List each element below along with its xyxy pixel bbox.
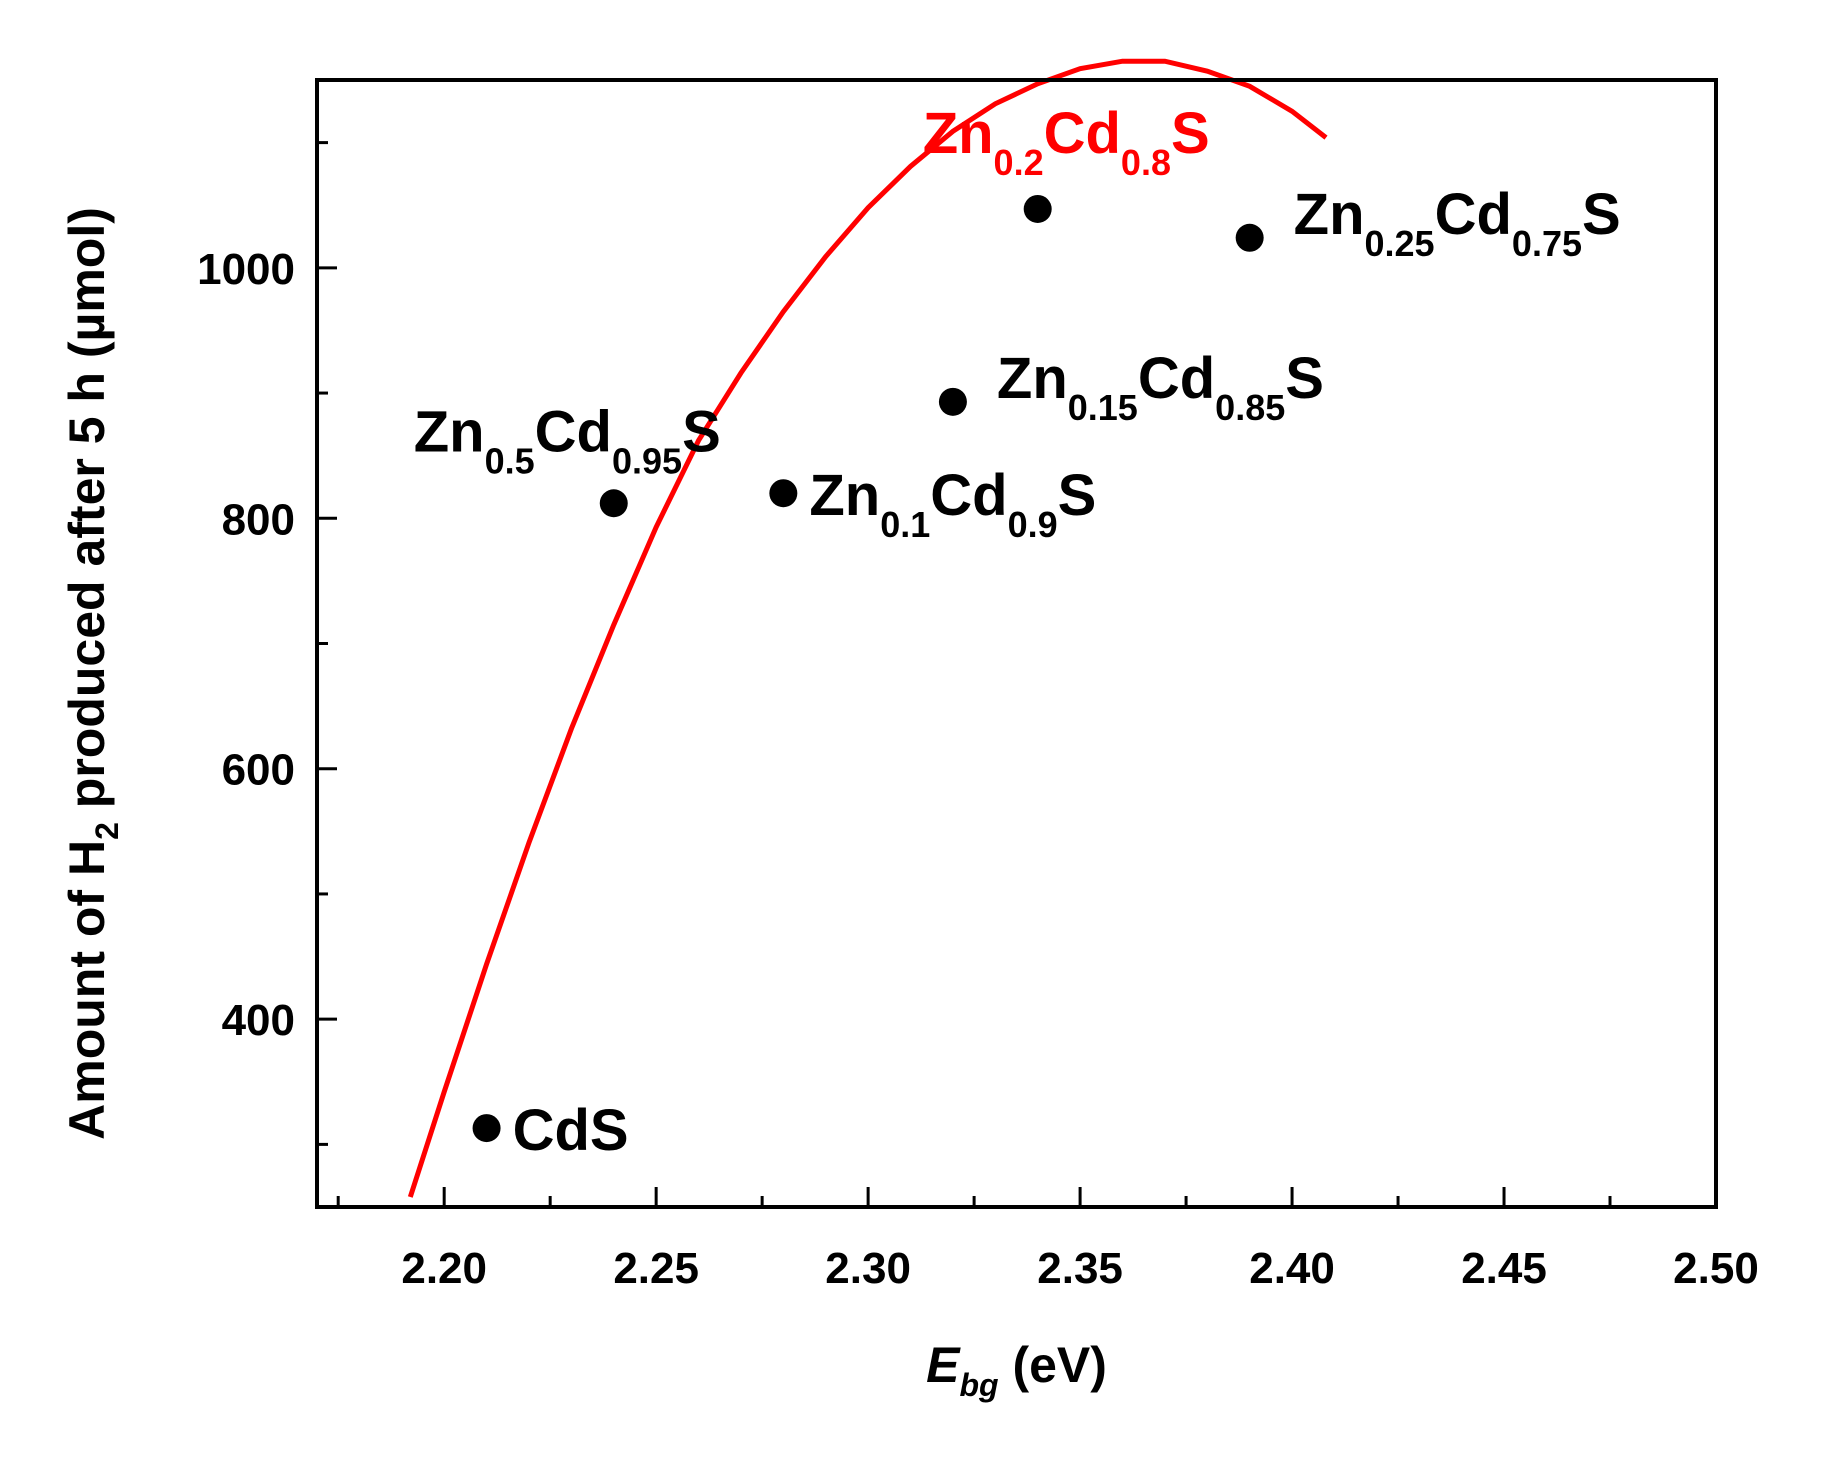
label-text: S <box>1582 182 1621 247</box>
fit-curve-layer <box>407 58 1328 1198</box>
y-tick-label: 800 <box>222 495 295 544</box>
label-text: Zn <box>923 101 994 166</box>
label-text: Zn <box>414 399 485 464</box>
label-text: CdS <box>513 1098 629 1163</box>
y-tick-label: 400 <box>222 996 295 1045</box>
x-tick-label: 2.30 <box>825 1244 911 1293</box>
data-point <box>599 489 628 518</box>
y-title-after: produced after 5 h (µmol) <box>59 207 115 822</box>
label-subscript: 0.85 <box>1215 387 1285 428</box>
point-label: CdS <box>513 1098 629 1163</box>
label-subscript: 0.75 <box>1512 223 1582 264</box>
label-text: Cd <box>1435 182 1512 247</box>
label-text: Cd <box>535 399 612 464</box>
point-labels: CdSZn0.5Cd0.95SZn0.1Cd0.9SZn0.15Cd0.85SZ… <box>414 101 1621 1163</box>
label-text: S <box>1171 101 1210 166</box>
label-text: Cd <box>930 463 1007 528</box>
data-point <box>938 387 967 416</box>
y-tick-label: 600 <box>222 746 295 795</box>
x-tick-label: 2.40 <box>1249 1244 1335 1293</box>
label-text: S <box>682 399 721 464</box>
x-axis-title: Ebg (eV) <box>926 1337 1107 1403</box>
label-text: S <box>1058 463 1097 528</box>
label-text: Cd <box>1044 101 1121 166</box>
x-tick-label: 2.45 <box>1461 1244 1547 1293</box>
y-title-sub: 2 <box>89 822 125 840</box>
label-subscript: 0.5 <box>485 440 535 481</box>
y-tick-label: 1000 <box>197 245 295 294</box>
point-label: Zn0.5Cd0.95S <box>414 399 721 481</box>
point-label: Zn0.15Cd0.85S <box>997 346 1324 428</box>
data-point <box>1235 223 1264 252</box>
label-subscript: 0.1 <box>880 504 930 545</box>
axis-ticks: 2.20 2.25 2.30 2.35 2.40 2.45 2.50 400 600 800 100… <box>197 141 1759 1293</box>
point-label: Zn0.1Cd0.9S <box>809 463 1096 545</box>
y-axis-title: Amount of H2 produced after 5 h (µmol) <box>59 207 125 1140</box>
point-label: Zn0.2Cd0.8S <box>923 101 1210 183</box>
label-text: Zn <box>1294 182 1365 247</box>
label-subscript: 0.95 <box>612 440 682 481</box>
x-title-sub: bg <box>959 1367 998 1403</box>
point-label: Zn0.25Cd0.75S <box>1294 182 1621 264</box>
label-text: Zn <box>997 346 1068 411</box>
data-points <box>472 194 1264 1143</box>
label-subscript: 0.2 <box>994 142 1044 183</box>
x-tick-label: 2.20 <box>401 1244 487 1293</box>
plot-frame <box>315 78 1718 1209</box>
x-tick-label: 2.25 <box>613 1244 699 1293</box>
x-tick-label: 2.50 <box>1673 1244 1759 1293</box>
fit-curve <box>407 58 1328 1198</box>
label-subscript: 0.25 <box>1365 223 1435 264</box>
label-subscript: 0.8 <box>1121 142 1171 183</box>
x-title-main: E <box>926 1337 961 1393</box>
label-text: Cd <box>1138 346 1215 411</box>
data-point <box>769 479 798 508</box>
x-tick-label: 2.35 <box>1037 1244 1123 1293</box>
data-point <box>1023 194 1052 223</box>
label-subscript: 0.9 <box>1008 504 1058 545</box>
y-title-before: Amount of H <box>59 840 115 1140</box>
data-point <box>472 1114 501 1143</box>
x-title-unit: (eV) <box>999 1337 1107 1393</box>
label-subscript: 0.15 <box>1068 387 1138 428</box>
label-text: Zn <box>809 463 880 528</box>
label-text: S <box>1285 346 1324 411</box>
